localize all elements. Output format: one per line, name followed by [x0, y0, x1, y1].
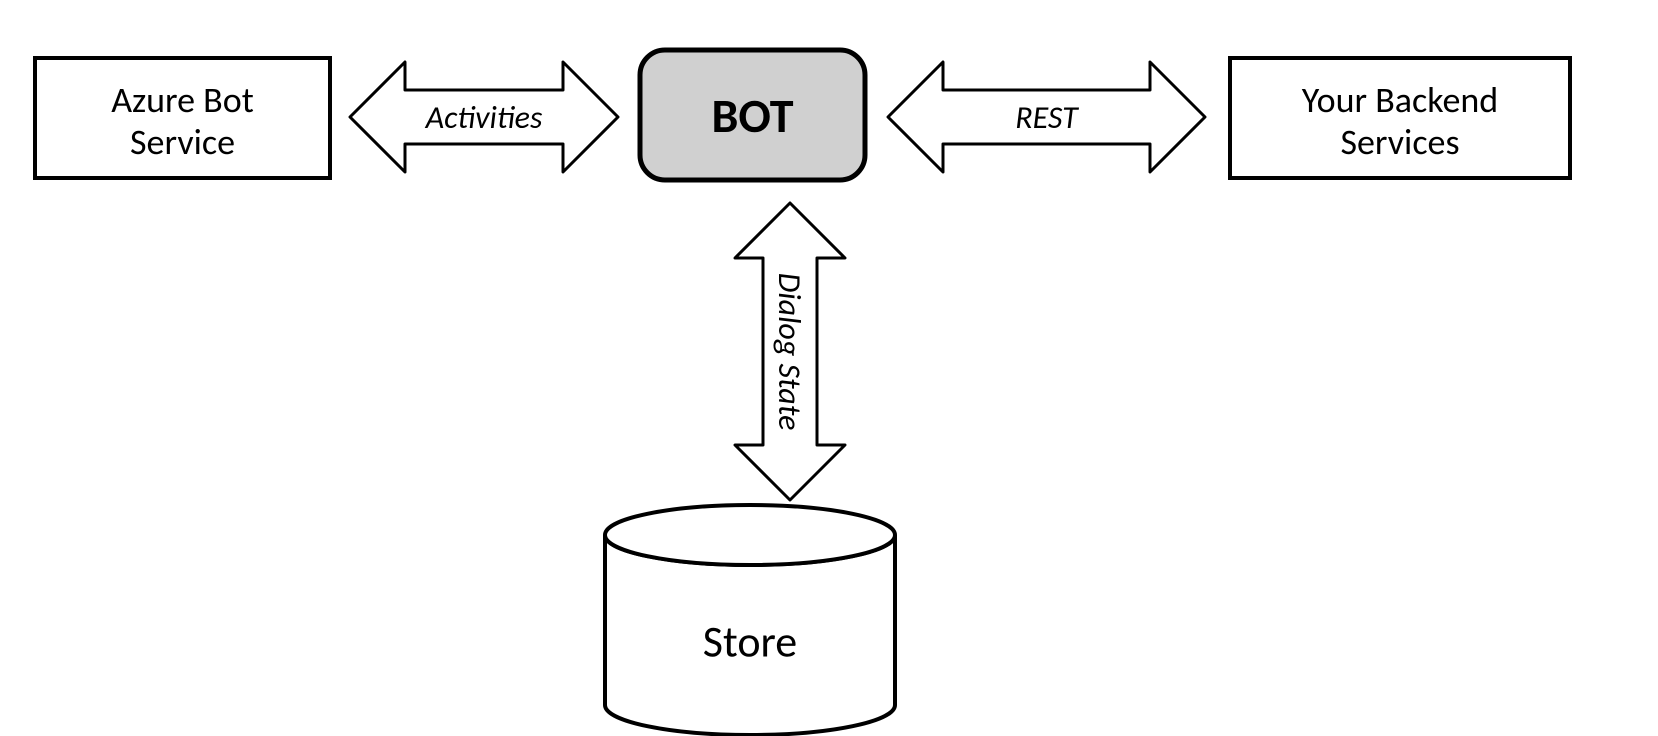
node-bot: BOT [640, 50, 865, 180]
rest-label: REST [1015, 98, 1079, 137]
node-backend-services: Your Backend Services [1230, 58, 1570, 178]
arrow-activities: Activities [350, 62, 618, 172]
arrow-rest: REST [888, 62, 1205, 172]
azure-label-line1: Azure Bot [111, 78, 254, 122]
arrow-dialog-state: Dialog State [735, 203, 845, 500]
dialog-state-label: Dialog State [770, 273, 809, 431]
azure-label-line2: Service [130, 120, 235, 164]
backend-label-line2: Services [1340, 120, 1459, 164]
architecture-diagram: Azure Bot Service BOT Your Backend Servi… [0, 0, 1658, 736]
backend-label-line1: Your Backend [1302, 78, 1498, 122]
bot-label: BOT [711, 86, 793, 145]
node-azure-bot-service: Azure Bot Service [35, 58, 330, 178]
node-store: Store [605, 505, 895, 735]
activities-label: Activities [425, 98, 543, 137]
store-label: Store [703, 615, 797, 669]
